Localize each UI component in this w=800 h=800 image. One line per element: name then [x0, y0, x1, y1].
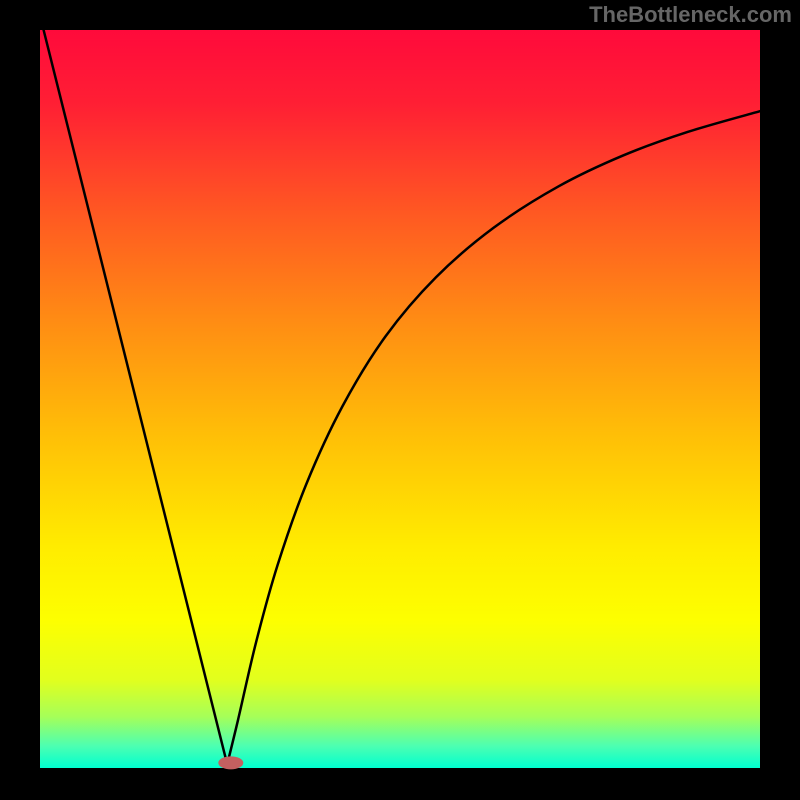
optimal-point-marker — [219, 757, 243, 769]
bottleneck-chart — [0, 0, 800, 800]
plot-background — [40, 30, 760, 768]
chart-container: TheBottleneck.com — [0, 0, 800, 800]
watermark-text: TheBottleneck.com — [589, 2, 792, 28]
